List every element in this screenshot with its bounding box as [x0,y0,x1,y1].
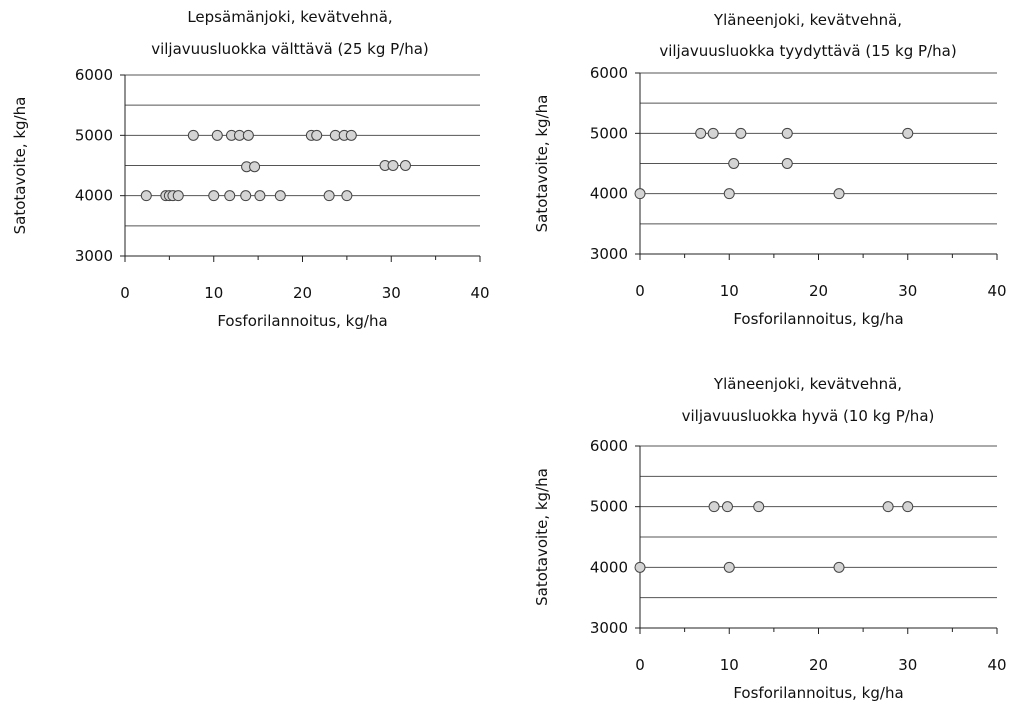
data-point [211,129,223,141]
x-tick-label: 10 [720,282,739,300]
x-tick-label: 20 [809,656,828,674]
x-axis-label: Fosforilannoitus, kg/ha [733,684,903,702]
x-tick-label: 0 [120,284,130,302]
y-tick-label: 5000 [590,498,628,516]
x-tick-label: 30 [382,284,401,302]
chart-title-line-2: viljavuusluokka tyydyttävä (15 kg P/ha) [659,42,956,60]
data-point [833,188,845,200]
data-point [311,129,323,141]
data-point [721,501,733,513]
x-tick-label: 0 [635,282,645,300]
data-point [249,161,261,173]
x-tick-label: 20 [809,282,828,300]
data-point [240,190,252,202]
data-point [341,190,353,202]
x-tick-label: 20 [293,284,312,302]
y-axis-label: Satotavoite, kg/ha [533,468,551,606]
chart-title-line-1: Lepsämänjoki, kevätvehnä, [187,8,392,26]
data-point [708,501,720,513]
x-tick-label: 40 [987,282,1006,300]
x-tick-label: 30 [898,656,917,674]
chart-panel-2: Yläneenjoki, kevätvehnä, viljavuusluokka … [533,11,1007,328]
data-point [634,561,646,573]
data-point [387,160,399,171]
x-tick-label: 40 [987,656,1006,674]
data-point [345,129,357,141]
y-tick-label: 4000 [590,558,628,576]
chart-title-line-2: viljavuusluokka hyvä (10 kg P/ha) [682,407,935,425]
chart-title-line-1: Yläneenjoki, kevätvehnä, [713,11,902,29]
y-tick-label: 4000 [75,187,113,205]
data-point [634,188,646,200]
data-point [781,158,793,169]
data-point [882,501,894,513]
chart-panel-3: Yläneenjoki, kevätvehnä, viljavuusluokka … [533,375,1007,702]
x-tick-label: 10 [204,284,223,302]
data-point [140,190,152,202]
y-tick-label: 5000 [75,126,113,144]
chart-title-line-1: Yläneenjoki, kevätvehnä, [713,375,902,393]
data-point [723,188,735,200]
chart-title-line-2: viljavuusluokka välttävä (25 kg P/ha) [151,40,429,58]
data-point [323,190,335,202]
y-tick-label: 3000 [590,245,628,263]
data-point [902,501,914,513]
data-point [254,190,266,202]
y-tick-label: 3000 [75,247,113,265]
y-tick-label: 5000 [590,124,628,142]
y-tick-label: 6000 [590,437,628,455]
data-point [833,561,845,573]
y-tick-label: 3000 [590,619,628,637]
x-tick-label: 40 [470,284,489,302]
y-axis-label: Satotavoite, kg/ha [11,97,29,235]
data-point [735,127,747,139]
data-point [187,129,199,141]
chart-panel-1: Lepsämänjoki, kevätvehnä, viljavuusluokka… [11,8,490,330]
x-axis-label: Fosforilannoitus, kg/ha [217,312,387,330]
data-point [707,127,719,139]
y-axis-label: Satotavoite, kg/ha [533,95,551,233]
data-point [274,190,286,202]
data-point [723,561,735,573]
data-point [208,190,220,202]
y-tick-label: 4000 [590,185,628,203]
data-point [224,190,236,202]
y-tick-label: 6000 [75,66,113,84]
data-point [753,501,765,513]
data-point [728,158,740,169]
data-point [242,129,254,141]
x-axis-label: Fosforilannoitus, kg/ha [733,310,903,328]
data-point [902,127,914,139]
y-tick-label: 6000 [590,64,628,82]
x-tick-label: 30 [898,282,917,300]
data-point [781,127,793,139]
data-point [695,127,707,139]
data-point [172,190,184,202]
x-tick-label: 0 [635,656,645,674]
x-tick-label: 10 [720,656,739,674]
data-point [399,160,411,171]
